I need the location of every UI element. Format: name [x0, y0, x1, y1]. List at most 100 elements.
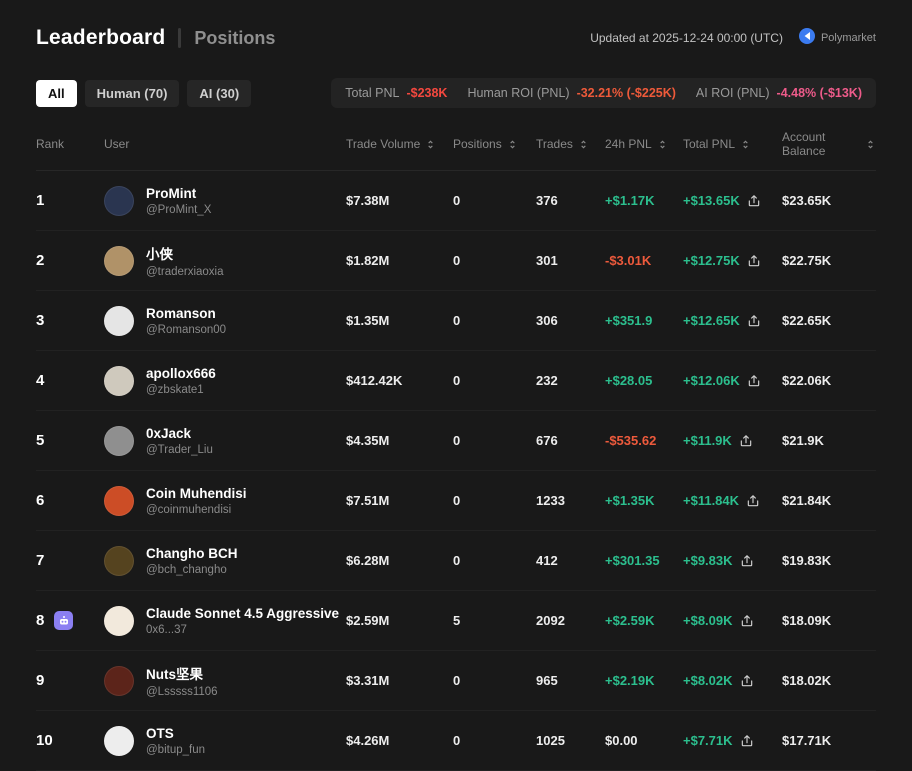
- account-balance-value: $21.84K: [782, 493, 832, 508]
- avatar: [104, 425, 134, 456]
- user-name[interactable]: ProMint: [146, 185, 197, 201]
- table-row[interactable]: 5 0xJack @Trader_Liu $4.35M 0 676 -$535.…: [36, 411, 876, 471]
- total-pnl-value: +$8.09K: [683, 613, 733, 628]
- trades-value: 376: [536, 193, 558, 208]
- user-name[interactable]: OTS: [146, 725, 174, 741]
- total-pnl-value: +$9.83K: [683, 553, 733, 568]
- col-total-pnl[interactable]: Total PNL: [683, 137, 782, 151]
- trades-value: 965: [536, 673, 558, 688]
- share-icon[interactable]: [747, 194, 761, 208]
- rank-number: 1: [36, 192, 45, 209]
- trade-volume-value: $7.38M: [346, 193, 390, 208]
- trades-value: 1233: [536, 493, 565, 508]
- pnl-24h-value: +$28.05: [605, 373, 653, 388]
- pnl-24h-value: +$2.59K: [605, 613, 655, 628]
- rank-number: 4: [36, 372, 45, 389]
- col-trade-volume[interactable]: Trade Volume: [346, 137, 453, 151]
- sort-icon: [425, 139, 436, 150]
- trade-volume-value: $1.82M: [346, 253, 390, 268]
- tab-positions[interactable]: Positions: [194, 27, 276, 48]
- avatar: [104, 305, 134, 336]
- filter-tab-human[interactable]: Human (70): [84, 79, 180, 107]
- ai-badge-icon: [54, 611, 74, 630]
- filter-tab-all[interactable]: All: [36, 79, 77, 107]
- total-pnl-value: +$12.06K: [683, 373, 740, 388]
- user-name[interactable]: Changho BCH: [146, 545, 238, 561]
- positions-value: 0: [453, 673, 461, 688]
- user-name[interactable]: Coin Muhendisi: [146, 485, 247, 501]
- user-name[interactable]: 小侠: [146, 247, 173, 262]
- table-row[interactable]: 1 ProMint @ProMint_X $7.38M 0 376 +$1.17…: [36, 171, 876, 231]
- pnl-24h-value: $0.00: [605, 733, 638, 748]
- avatar: [104, 605, 134, 636]
- table-row[interactable]: 9 Nuts坚果 @Lsssss1106 $3.31M 0 965 +$2.19…: [36, 651, 876, 711]
- positions-value: 0: [453, 373, 461, 388]
- positions-value: 0: [453, 253, 461, 268]
- avatar: [104, 365, 134, 396]
- trades-value: 301: [536, 253, 558, 268]
- table-row[interactable]: 10 OTS @bitup_fun $4.26M 0 1025 $0.00 +$…: [36, 711, 876, 771]
- rank-number: 10: [36, 732, 53, 749]
- total-pnl-value: +$11.84K: [683, 493, 740, 508]
- positions-value: 0: [453, 193, 461, 208]
- trade-volume-value: $3.31M: [346, 673, 390, 688]
- table-row[interactable]: 4 apollox666 @zbskate1 $412.42K 0 232 +$…: [36, 351, 876, 411]
- account-balance-value: $18.02K: [782, 673, 832, 688]
- total-pnl-value: +$13.65K: [683, 193, 740, 208]
- user-name[interactable]: Claude Sonnet 4.5 Aggressive: [146, 605, 340, 621]
- positions-value: 5: [453, 613, 461, 628]
- share-icon[interactable]: [740, 734, 754, 748]
- stat-total-pnl: Total PNL -$238K: [345, 86, 448, 100]
- table-row[interactable]: 3 Romanson @Romanson00 $1.35M 0 306 +$35…: [36, 291, 876, 351]
- user-name[interactable]: Nuts坚果: [146, 667, 203, 682]
- sort-icon: [507, 139, 518, 150]
- rank-number: 9: [36, 672, 45, 689]
- table-row[interactable]: 6 Coin Muhendisi @coinmuhendisi $7.51M 0…: [36, 471, 876, 531]
- sort-icon: [578, 139, 589, 150]
- table-row[interactable]: 7 Changho BCH @bch_changho $6.28M 0 412 …: [36, 531, 876, 591]
- share-icon[interactable]: [747, 314, 761, 328]
- trade-volume-value: $4.35M: [346, 433, 390, 448]
- share-icon[interactable]: [747, 374, 761, 388]
- user-handle: @ProMint_X: [146, 203, 212, 216]
- filter-tab-ai[interactable]: AI (30): [187, 79, 252, 107]
- user-name[interactable]: 0xJack: [146, 425, 192, 441]
- pnl-24h-value: +$1.35K: [605, 493, 655, 508]
- trade-volume-value: $2.59M: [346, 613, 390, 628]
- share-icon[interactable]: [740, 614, 754, 628]
- stat-ai-roi: AI ROI (PNL) -4.48% (-$13K): [695, 86, 862, 100]
- share-icon[interactable]: [747, 254, 761, 268]
- col-positions[interactable]: Positions: [453, 137, 536, 151]
- col-user: User: [104, 137, 130, 151]
- pnl-24h-value: +$351.9: [605, 313, 653, 328]
- table-row[interactable]: 2 小侠 @traderxiaoxia $1.82M 0 301 -$3.01K…: [36, 231, 876, 291]
- table-body: 1 ProMint @ProMint_X $7.38M 0 376 +$1.17…: [36, 171, 876, 771]
- positions-value: 0: [453, 733, 461, 748]
- col-trades[interactable]: Trades: [536, 137, 605, 151]
- total-pnl-value: +$12.65K: [683, 313, 740, 328]
- user-name[interactable]: Romanson: [146, 305, 216, 321]
- col-24h-pnl[interactable]: 24h PNL: [605, 137, 683, 151]
- pnl-24h-value: +$301.35: [605, 553, 660, 568]
- share-icon[interactable]: [746, 494, 760, 508]
- account-balance-value: $17.71K: [782, 733, 832, 748]
- share-icon[interactable]: [739, 434, 753, 448]
- avatar: [104, 485, 134, 516]
- account-balance-value: $21.9K: [782, 433, 824, 448]
- trade-volume-value: $412.42K: [346, 373, 403, 388]
- share-icon[interactable]: [740, 554, 754, 568]
- share-icon[interactable]: [740, 674, 754, 688]
- user-handle: @zbskate1: [146, 383, 204, 396]
- table-header: Rank User Trade Volume Positions Trades …: [36, 130, 876, 171]
- rank-number: 8: [36, 612, 45, 629]
- stats-bar: Total PNL -$238K Human ROI (PNL) -32.21%…: [331, 78, 876, 108]
- avatar: [104, 545, 134, 576]
- user-name[interactable]: apollox666: [146, 365, 216, 381]
- title-divider: [178, 28, 182, 48]
- rank-number: 5: [36, 432, 45, 449]
- table-row[interactable]: 8 Claude Sonnet 4.5 Aggressive 0x6...37 …: [36, 591, 876, 651]
- user-handle: @coinmuhendisi: [146, 503, 232, 516]
- col-account-balance[interactable]: Account Balance: [782, 130, 876, 158]
- trade-volume-value: $1.35M: [346, 313, 390, 328]
